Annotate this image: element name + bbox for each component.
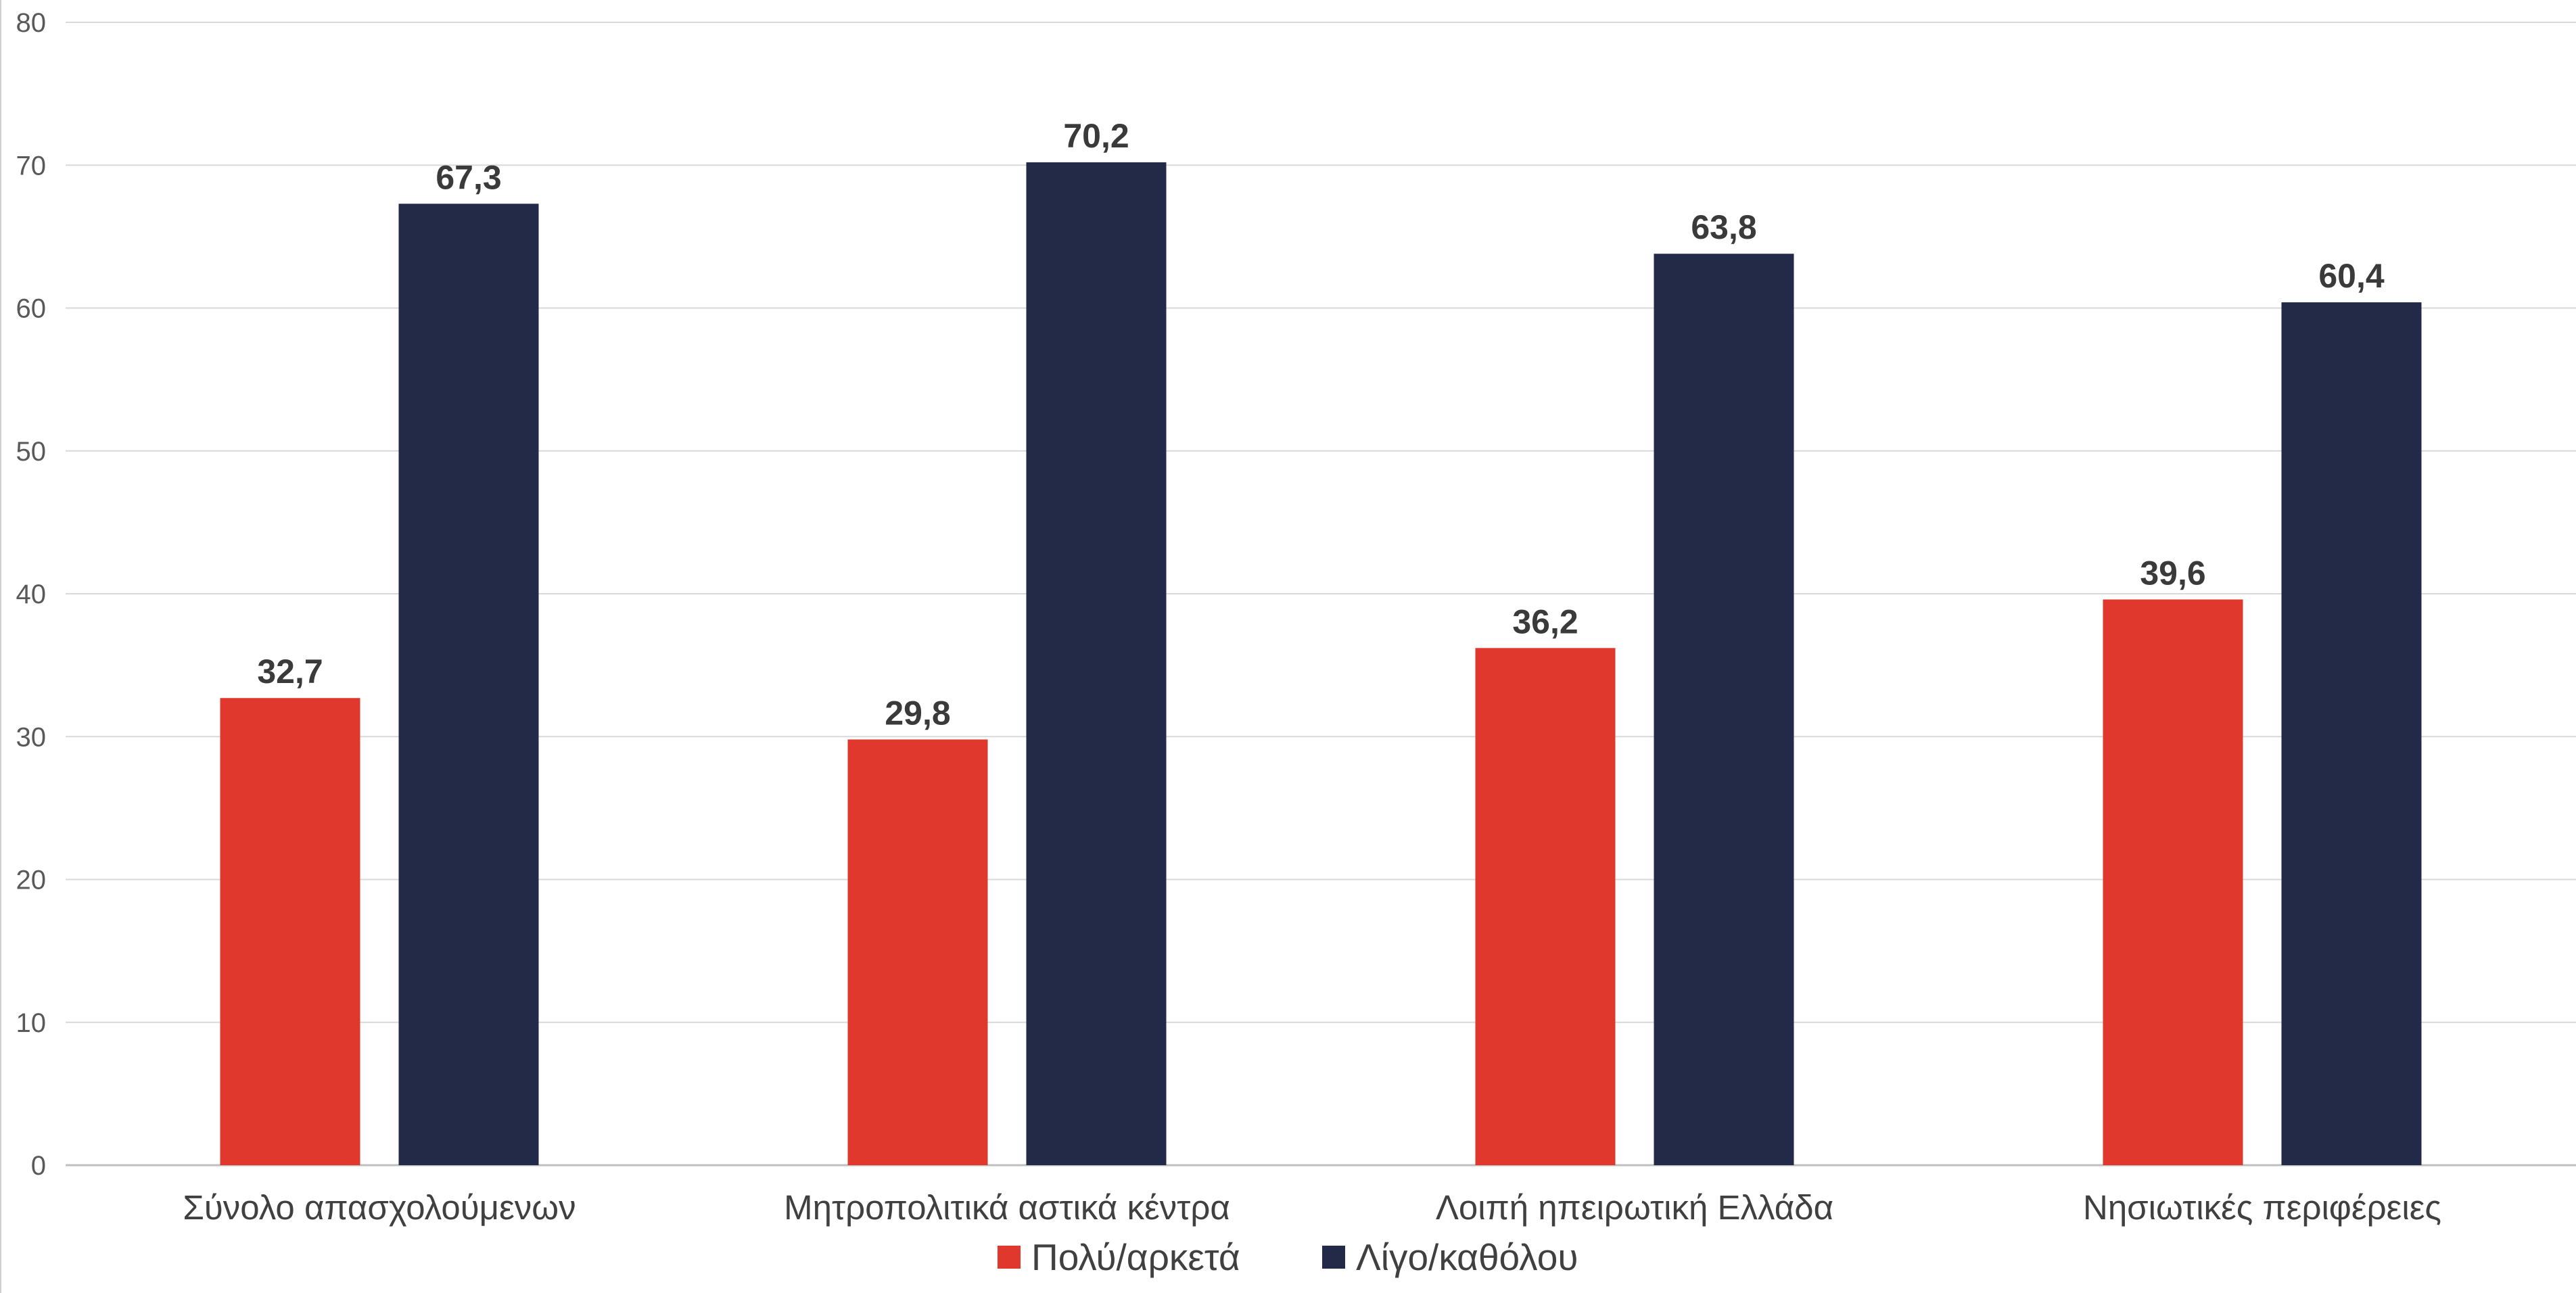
y-tick-label: 20: [16, 866, 47, 895]
axes: 0 10 20 30 40 50 60 70 80 Σύνολο απασχολούμενων Μη…: [0, 0, 2441, 1293]
y-tick-label: 60: [16, 294, 47, 324]
y-tick-label: 10: [16, 1008, 47, 1038]
legend-label: Πολύ/αρκετά: [1031, 1236, 1240, 1278]
data-labels: 32,7 67,3 29,8 70,2 36,2 63,8 39,6 60,4: [257, 117, 2385, 732]
legend-swatch: [1322, 1246, 1345, 1269]
bar-ligo-katholou: [1654, 254, 1794, 1166]
x-category-label: Νησιωτικές περιφέρειες: [2083, 1188, 2441, 1227]
bar-ligo-katholou: [1026, 162, 1167, 1165]
data-label: 70,2: [1063, 117, 1129, 155]
y-tick-label: 70: [16, 151, 47, 181]
bars: [220, 162, 2422, 1166]
y-tick-label: 50: [16, 437, 47, 467]
legend: Πολύ/αρκετά Λίγο/καθόλου: [998, 1236, 1578, 1278]
bar-ligo-katholou: [398, 204, 539, 1166]
bar-polu-arketa: [847, 739, 988, 1165]
bar-polu-arketa: [220, 698, 360, 1165]
y-tick-label: 40: [16, 580, 47, 609]
data-label: 67,3: [436, 158, 501, 196]
y-tick-label: 80: [16, 8, 47, 38]
legend-swatch: [998, 1246, 1021, 1269]
data-label: 32,7: [257, 653, 323, 690]
bar-polu-arketa: [1475, 648, 1616, 1165]
y-tick-label: 30: [16, 722, 47, 752]
legend-label: Λίγο/καθόλου: [1356, 1236, 1578, 1278]
x-category-label: Μητροπολιτικά αστικά κέντρα: [784, 1188, 1230, 1227]
data-label: 60,4: [2318, 257, 2385, 295]
data-label: 39,6: [2140, 554, 2205, 592]
y-tick-label: 0: [31, 1151, 46, 1181]
bar-ligo-katholou: [2281, 302, 2422, 1165]
data-label: 36,2: [1512, 603, 1578, 640]
x-category-label: Σύνολο απασχολούμενων: [183, 1188, 576, 1227]
data-label: 29,8: [885, 694, 950, 732]
data-label: 63,8: [1691, 208, 1756, 246]
bar-polu-arketa: [2103, 599, 2243, 1165]
x-category-label: Λοιπή ηπειρωτική Ελλάδα: [1436, 1188, 1833, 1227]
